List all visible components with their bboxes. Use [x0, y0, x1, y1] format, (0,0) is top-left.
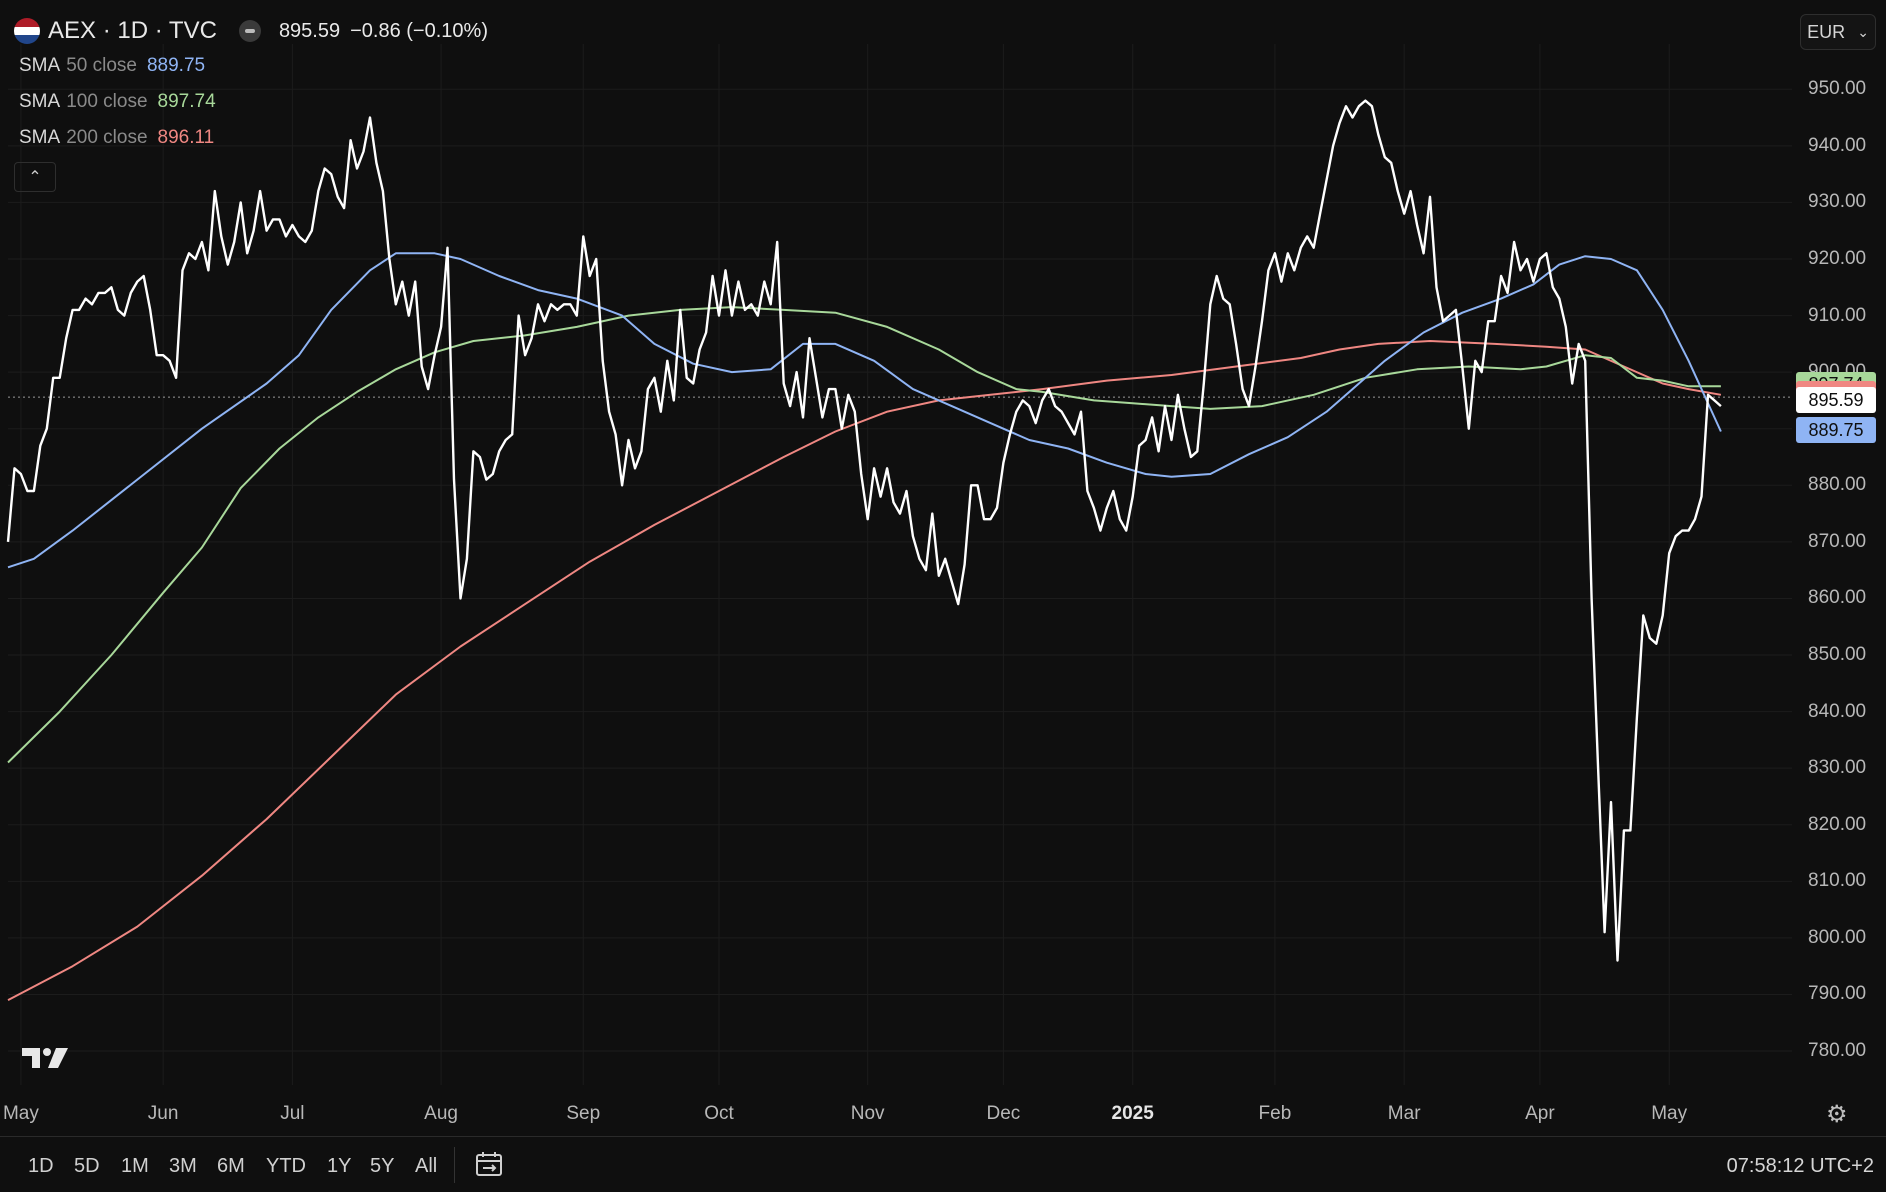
- sma-200-value: 896.11: [157, 127, 215, 148]
- x-tick-label: 2025: [1111, 1103, 1154, 1124]
- sma-200-param: 200 close: [66, 127, 148, 148]
- x-tick-label: Dec: [986, 1103, 1021, 1124]
- range-button-ytd[interactable]: YTD: [266, 1155, 306, 1177]
- sma-50-legend[interactable]: SMA 50 close 889.75: [14, 48, 488, 84]
- sma-100-value: 897.74: [157, 91, 216, 112]
- x-tick-label: Mar: [1387, 1103, 1421, 1124]
- y-tick-label: 940.00: [1808, 134, 1867, 156]
- y-tick-label: 790.00: [1808, 983, 1867, 1005]
- symbol-header[interactable]: AEX · 1D · TVC 895.59 −0.86 (−0.10%): [14, 14, 488, 48]
- range-button-3m[interactable]: 3M: [169, 1155, 197, 1177]
- last-price: 895.59: [278, 19, 341, 42]
- y-tick-label: 860.00: [1808, 587, 1867, 609]
- netherlands-flag-icon: [14, 18, 40, 44]
- sma-200-legend[interactable]: SMA 200 close 896.11: [14, 120, 488, 156]
- y-tick-label: 850.00: [1808, 644, 1867, 666]
- y-tick-label: 830.00: [1808, 757, 1867, 779]
- toolbar-separator: [454, 1147, 455, 1183]
- series-layer: [6, 99, 1722, 1001]
- range-button-1m[interactable]: 1M: [121, 1155, 149, 1177]
- price-change: −0.86 (−0.10%): [350, 19, 488, 42]
- bottom-toolbar: 1D 5D 1M 3M 6M YTD 1Y 5Y All 07:58:12 UTC+2: [0, 1136, 1886, 1192]
- currency-dropdown[interactable]: EUR ⌄: [1800, 14, 1876, 50]
- y-tick-label: 910.00: [1808, 304, 1867, 326]
- x-tick-label: Oct: [704, 1103, 734, 1124]
- y-tick-label: 800.00: [1808, 926, 1867, 948]
- sma-50-param: 50 close: [66, 55, 137, 76]
- x-tick-label: May: [2, 1103, 39, 1124]
- date-range-calendar-icon[interactable]: [474, 1149, 504, 1179]
- range-button-1d[interactable]: 1D: [28, 1155, 54, 1177]
- currency-label: EUR: [1807, 21, 1846, 42]
- y-tick-label: 820.00: [1808, 813, 1867, 835]
- series-line-sma-100: [7, 306, 1721, 764]
- sma-100-param: 100 close: [66, 91, 148, 112]
- x-tick-label: Jun: [147, 1103, 179, 1124]
- symbol-title[interactable]: AEX · 1D · TVC: [48, 17, 217, 44]
- utc-clock[interactable]: 07:58:12 UTC+2: [1726, 1155, 1874, 1177]
- range-button-6m[interactable]: 6M: [217, 1155, 245, 1177]
- range-button-5y[interactable]: 5Y: [370, 1155, 395, 1177]
- chevron-up-icon: ⌃: [28, 169, 42, 186]
- x-tick-label: Feb: [1258, 1103, 1292, 1124]
- price-badge: 889.75: [1796, 417, 1876, 444]
- settings-gear-icon[interactable]: ⚙: [1826, 1101, 1848, 1128]
- x-tick-label: Apr: [1525, 1103, 1555, 1124]
- x-tick-label: Nov: [850, 1103, 885, 1124]
- market-status-icon[interactable]: [238, 20, 261, 42]
- series-line-aex: [6, 99, 1722, 962]
- y-tick-label: 840.00: [1808, 700, 1867, 722]
- price-chart[interactable]: [0, 0, 1886, 1136]
- chart-legend: AEX · 1D · TVC 895.59 −0.86 (−0.10%) SMA…: [14, 14, 488, 192]
- price-badge: 895.59: [1796, 387, 1876, 414]
- sma-50-key: SMA: [19, 55, 61, 76]
- sma-200-key: SMA: [19, 127, 61, 148]
- chart-grid: [8, 44, 1792, 1085]
- y-tick-label: 920.00: [1808, 247, 1867, 269]
- y-tick-label: 780.00: [1808, 1040, 1867, 1062]
- y-tick-label: 870.00: [1808, 530, 1867, 552]
- tradingview-logo[interactable]: [22, 1046, 70, 1072]
- x-tick-label: Jul: [280, 1103, 305, 1124]
- y-tick-label: 810.00: [1808, 870, 1867, 892]
- x-tick-label: Sep: [566, 1103, 601, 1124]
- chevron-down-icon: ⌄: [1857, 23, 1869, 40]
- range-button-5d[interactable]: 5D: [74, 1155, 100, 1177]
- series-line-sma-200: [7, 340, 1722, 1001]
- x-tick-label: Aug: [424, 1103, 458, 1124]
- sma-100-legend[interactable]: SMA 100 close 897.74: [14, 84, 488, 120]
- y-tick-label: 930.00: [1808, 191, 1867, 213]
- y-tick-label: 880.00: [1808, 474, 1867, 496]
- sma-100-key: SMA: [19, 91, 61, 112]
- series-line-sma-50: [7, 252, 1722, 569]
- sma-50-value: 889.75: [146, 55, 206, 76]
- collapse-legend-button[interactable]: ⌃: [14, 162, 56, 192]
- range-button-1y[interactable]: 1Y: [327, 1155, 352, 1177]
- y-tick-label: 950.00: [1808, 78, 1867, 100]
- x-tick-label: May: [1651, 1103, 1688, 1124]
- range-button-all[interactable]: All: [415, 1155, 438, 1177]
